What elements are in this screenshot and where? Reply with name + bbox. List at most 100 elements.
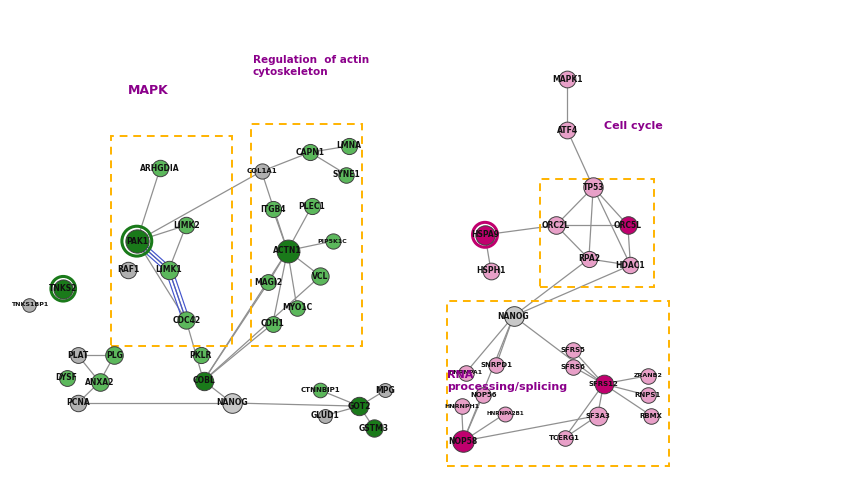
Text: HNRNPA1: HNRNPA1 (449, 370, 483, 375)
Text: ITGB4: ITGB4 (260, 205, 286, 214)
Point (179, 316, 193, 324)
Text: Regulation  of actin
cytoskeleton: Regulation of actin cytoskeleton (253, 55, 369, 77)
Text: PLAT: PLAT (68, 351, 88, 360)
Point (305, 202, 319, 210)
Point (582, 255, 596, 263)
Point (624, 261, 637, 269)
Point (455, 402, 469, 410)
Text: CTNNBIP1: CTNNBIP1 (301, 387, 340, 394)
Text: LMNA: LMNA (337, 142, 361, 150)
Text: PCNA: PCNA (66, 398, 90, 407)
Text: LIMK2: LIMK2 (173, 221, 199, 230)
Text: ZRANB2: ZRANB2 (633, 373, 662, 378)
Point (318, 412, 332, 420)
Point (378, 386, 392, 394)
Point (456, 437, 470, 445)
Point (303, 148, 317, 156)
Text: NOP56: NOP56 (470, 392, 496, 397)
Text: NOP58: NOP58 (449, 437, 478, 446)
Point (586, 183, 600, 191)
Text: ACTN1: ACTN1 (273, 246, 302, 255)
Text: SFRS5: SFRS5 (561, 347, 585, 353)
Text: ATF4: ATF4 (557, 126, 578, 135)
Point (262, 279, 275, 287)
Text: PLG: PLG (106, 351, 123, 360)
Text: ARHGDIA: ARHGDIA (140, 164, 180, 173)
Text: COBL: COBL (192, 376, 215, 385)
Point (194, 351, 208, 359)
Text: HDAC1: HDAC1 (616, 261, 645, 270)
Text: ORC5L: ORC5L (614, 221, 642, 230)
Point (597, 380, 611, 388)
Text: CDC42: CDC42 (172, 316, 200, 325)
Point (459, 369, 473, 377)
Text: SYNE1: SYNE1 (333, 170, 360, 179)
Point (641, 392, 655, 399)
Point (121, 266, 135, 274)
Point (644, 412, 658, 420)
Text: PLEC1: PLEC1 (299, 202, 325, 211)
Point (591, 412, 604, 420)
Text: TP53: TP53 (583, 183, 604, 192)
Text: MAGI2: MAGI2 (255, 278, 282, 287)
Point (367, 424, 381, 432)
Point (56, 285, 70, 293)
Text: RNPS1: RNPS1 (635, 393, 661, 398)
Point (560, 126, 574, 134)
Text: GOT2: GOT2 (348, 401, 371, 411)
Text: RPA2: RPA2 (578, 254, 600, 263)
Point (60, 374, 74, 382)
Text: MAPK1: MAPK1 (552, 75, 583, 84)
Text: HNRNPA2B1: HNRNPA2B1 (486, 411, 524, 416)
Point (255, 167, 268, 175)
Text: CDH1: CDH1 (261, 319, 285, 328)
Point (621, 221, 635, 229)
Text: LIMK1: LIMK1 (156, 265, 182, 274)
Point (498, 410, 512, 418)
Point (641, 372, 655, 380)
Text: NANOG: NANOG (216, 398, 248, 407)
Text: MPG: MPG (376, 386, 395, 395)
Text: SF3A3: SF3A3 (585, 413, 610, 419)
Text: DYSF: DYSF (55, 373, 78, 382)
Point (71, 351, 85, 359)
Text: ANXA2: ANXA2 (85, 378, 114, 387)
Text: VCL: VCL (313, 272, 328, 281)
Point (23, 300, 36, 308)
Point (326, 237, 339, 245)
Point (484, 267, 498, 275)
Point (93, 378, 107, 386)
Text: ORC2L: ORC2L (542, 221, 570, 230)
Text: RNA
processing/splicing: RNA processing/splicing (447, 370, 567, 392)
Point (313, 386, 327, 394)
Text: PKLR: PKLR (190, 351, 212, 360)
Point (507, 312, 520, 320)
Text: SFRS6: SFRS6 (561, 364, 585, 370)
Text: SFRS12: SFRS12 (589, 381, 618, 387)
Point (56, 285, 70, 293)
Text: TCERG1: TCERG1 (549, 435, 580, 441)
Point (130, 237, 144, 245)
Point (71, 399, 85, 407)
Text: PIP5K1C: PIP5K1C (318, 239, 347, 244)
Point (179, 221, 193, 229)
Point (266, 320, 280, 328)
Point (313, 272, 327, 280)
Text: GLUD1: GLUD1 (310, 411, 339, 420)
Text: SNRPD1: SNRPD1 (481, 362, 512, 368)
Text: GSTM3: GSTM3 (359, 424, 389, 433)
Text: COL1A1: COL1A1 (246, 168, 277, 174)
Point (290, 304, 304, 312)
Text: RAF1: RAF1 (117, 265, 139, 274)
Point (560, 75, 574, 83)
Point (197, 377, 210, 385)
Point (225, 399, 239, 407)
Point (342, 142, 356, 150)
Text: HSPA9: HSPA9 (471, 230, 499, 239)
Point (478, 231, 492, 239)
Point (266, 205, 280, 213)
Text: Cell cycle: Cell cycle (604, 121, 663, 131)
Point (130, 237, 144, 245)
Point (281, 247, 294, 254)
Text: MAPK: MAPK (128, 84, 169, 97)
